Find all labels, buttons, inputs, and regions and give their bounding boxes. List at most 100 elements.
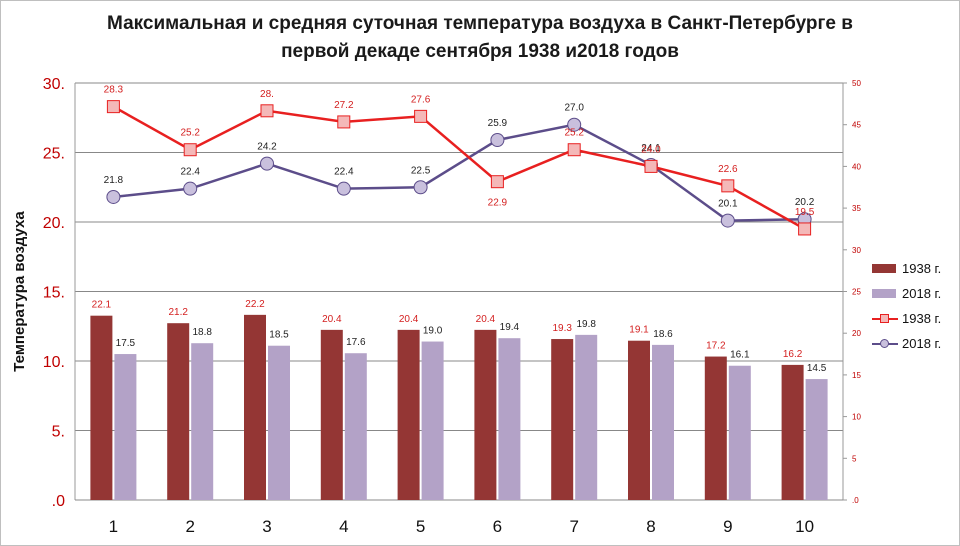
point-2018 [336,181,351,196]
bar-2018 [191,343,214,500]
point-label-1938: 22.6 [718,164,738,175]
left-tick-label: 15. [43,285,65,302]
point-2018 [567,117,582,132]
bar-label-1938: 22.1 [92,300,112,311]
bar-2018 [728,365,751,500]
point-2018 [260,156,274,171]
bar-1938 [474,329,497,500]
right-tick-label: 15 [852,371,861,380]
point-label-1938: 27.2 [334,100,354,111]
x-tick-label: 7 [569,517,578,536]
chart-title: Максимальная и средняя суточная температ… [40,10,920,66]
point-label-1938: 28. [260,89,274,100]
bar-label-1938: 16.2 [783,349,803,360]
right-tick-label: .0 [852,496,859,505]
point-1938 [798,222,812,236]
y-axis-title: Температура воздуха [11,211,28,372]
bar-label-1938: 20.4 [476,314,496,325]
legend-swatch-1938-bar [872,264,896,273]
point-label-1938: 28.3 [104,85,124,96]
legend-item-2018-bar[interactable]: 2018 г. [872,281,960,306]
bar-label-2018: 18.6 [653,329,673,340]
right-tick-label: 20 [852,329,861,338]
right-tick-label: 45 [852,121,861,130]
point-label-2018: 20.2 [795,197,815,208]
x-tick-label: 8 [646,517,655,536]
bar-1938 [244,314,266,500]
point-2018 [490,132,505,147]
legend-swatch-1938-line [872,313,898,325]
chart-title-line-1: Максимальная и средняя суточная температ… [107,13,853,34]
legend-label-1938-bar: 1938 г. [902,261,942,276]
bar-1938 [628,340,650,500]
bar-2018 [498,338,521,500]
point-2018 [720,213,735,228]
point-label-2018: 24.2 [257,142,277,153]
point-1938 [490,175,504,189]
point-label-2018: 24.1 [641,143,661,154]
right-tick-label: 35 [852,204,861,213]
bar-label-2018: 18.8 [192,327,212,338]
bar-1938 [781,364,804,500]
point-1938 [106,100,120,114]
bar-2018 [114,354,137,500]
right-tick-label: 30 [852,246,861,255]
bar-label-1938: 19.3 [552,323,572,334]
bar-2018 [344,353,367,500]
point-2018 [183,181,198,196]
point-label-2018: 22.4 [180,167,200,178]
x-tick-label: 1 [109,517,118,536]
bar-label-1938: 22.2 [245,299,265,310]
legend-label-2018-line: 2018 г. [902,336,942,351]
bar-label-2018: 19.8 [576,319,596,330]
bar-label-1938: 20.4 [399,314,419,325]
x-tick-label: 10 [795,517,814,536]
bar-2018 [575,334,598,500]
right-tick-label: 40 [852,162,861,171]
legend-item-1938-bar[interactable]: 1938 г. [872,256,960,281]
bar-label-1938: 17.2 [706,341,726,352]
bar-label-1938: 20.4 [322,314,342,325]
legend-label-2018-bar: 2018 г. [902,286,942,301]
bar-label-2018: 16.1 [730,350,750,361]
x-tick-label: 4 [339,517,348,536]
x-tick-label: 9 [723,517,732,536]
chart-legend: 1938 г. 2018 г. 1938 г. 2018 г. [872,256,960,356]
legend-item-1938-line[interactable]: 1938 г. [872,306,960,331]
bar-label-1938: 21.2 [168,307,188,318]
right-tick-label: 10 [852,413,861,422]
point-1938 [644,159,658,173]
legend-item-2018-line[interactable]: 2018 г. [872,331,960,356]
point-label-1938: 22.9 [488,198,508,209]
right-tick-label: 5 [852,454,857,463]
point-1938 [721,179,735,193]
point-label-1938: 27.6 [411,94,431,105]
x-tick-label: 6 [493,517,502,536]
left-tick-label: 5. [52,424,65,441]
bar-label-2018: 17.6 [346,337,366,348]
bar-1938 [704,356,727,500]
point-2018 [413,180,428,195]
left-tick-label: 30. [43,76,65,93]
series-line-2018 [113,123,805,222]
point-label-2018: 22.4 [334,167,354,178]
bar-1938 [397,329,420,500]
legend-swatch-2018-line [872,338,898,350]
point-label-1938: 25.2 [564,128,584,139]
bar-2018 [268,345,290,500]
point-label-2018: 22.5 [411,165,431,176]
x-tick-label: 5 [416,517,425,536]
point-1938 [414,109,428,123]
series-line-1938 [112,105,806,231]
bar-1938 [551,339,574,500]
left-tick-label: 10. [43,354,65,371]
point-1938 [183,143,197,157]
x-tick-label: 3 [262,517,271,536]
left-tick-label: 25. [43,146,65,163]
point-label-2018: 21.8 [104,175,124,186]
bar-1938 [320,329,343,500]
point-label-2018: 25.9 [488,118,508,129]
left-tick-label: .0 [52,493,65,510]
point-label-2018: 27.0 [564,103,584,114]
